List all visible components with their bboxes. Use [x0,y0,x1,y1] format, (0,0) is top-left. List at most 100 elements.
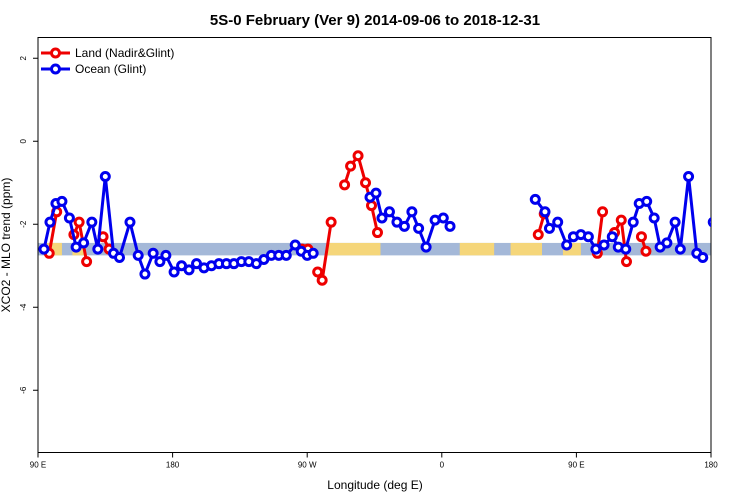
data-point [86,216,98,228]
data-point [590,243,602,255]
data-point [139,268,151,280]
data-point [669,216,681,228]
data-point [345,160,357,172]
data-point [444,220,456,232]
data-point [635,231,647,243]
series-line [713,222,750,274]
data-point [383,206,395,218]
data-point [683,171,695,183]
data-point [63,212,75,224]
data-point [289,239,301,251]
y-axis-label: XCO2 - MLO trend (ppm) [0,178,13,313]
x-tick-label: 90 W [298,461,317,470]
data-point [360,177,372,189]
data-point [114,251,126,263]
data-point [44,216,56,228]
data-point [183,264,195,276]
data-point [615,214,627,226]
data-point [92,243,104,255]
chart-title: 5S-0 February (Ver 9) 2014-09-06 to 2018… [210,12,540,29]
data-point [132,249,144,261]
data-point [56,195,68,207]
band-land [326,242,381,256]
data-point [339,179,351,191]
data-point [640,245,652,257]
data-point [154,256,166,268]
data-point [717,251,725,259]
x-tick-label: 180 [166,461,180,470]
legend-ocean-marker [50,63,61,75]
data-point [598,239,610,251]
data-point [73,216,85,228]
data-point [420,241,432,253]
data-point [78,237,90,249]
data-point [366,200,378,212]
data-point [38,243,50,255]
data-point [376,212,388,224]
data-point [582,231,594,243]
x-tick-label: 90 E [30,461,46,470]
data-point [124,216,136,228]
data-point [307,247,319,259]
data-point [529,193,541,205]
legend-land-label: Land (Nadir&Glint) [75,46,174,60]
y-tick-label: -2 [19,220,28,228]
data-point [99,171,111,183]
data-point [732,249,740,257]
y-tick-label: 2 [19,55,28,60]
data-point [739,258,747,266]
axis-ticks: 90 E 180 90 W 0 90 E 180 2 0 -2 -4 -6 [19,55,718,469]
data-point [707,217,711,228]
data-point [352,150,364,162]
data-point [147,247,159,259]
data-point [627,216,639,228]
data-point [648,212,660,224]
legend-land-marker [50,47,61,59]
legend-ocean-label: Ocean (Glint) [75,62,146,76]
data-point [371,227,383,239]
data-point [312,266,324,278]
x-tick-label: 90 E [568,461,584,470]
data-point [597,206,609,218]
data-point [398,220,410,232]
data-point [437,212,449,224]
band-land [510,242,543,256]
data-point [406,206,418,218]
data-point [532,229,544,241]
data-point [539,206,551,218]
data-point [641,195,653,207]
data-point [413,222,425,234]
data-point [620,243,632,255]
data-point [160,249,172,261]
y-tick-label: -4 [19,303,28,311]
data-point [370,187,382,199]
data-point [674,243,686,255]
data-point [81,256,93,268]
x-axis-label: Longitude (deg E) [327,478,422,492]
data-point [746,253,750,261]
data-point [661,237,673,249]
series-2 [707,217,750,278]
x-tick-label: 180 [704,461,718,470]
data-point [552,216,564,228]
data-point [724,270,732,278]
data-point [697,251,709,263]
y-tick-label: 0 [19,138,28,143]
y-tick-label: -6 [19,386,28,394]
data-point [621,256,633,268]
data-point [280,249,292,261]
series-line [47,211,59,254]
series [38,150,750,286]
data-point [325,216,337,228]
data-point [543,222,555,234]
plot-frame [37,37,712,453]
background-band [38,242,711,256]
x-tick-label: 0 [440,461,445,470]
band-land [459,242,495,256]
data-point [606,231,618,243]
legend: Land (Nadir&Glint) Ocean (Glint) [41,46,174,76]
series-1 [38,171,709,280]
data-point [316,274,328,286]
data-point [561,239,573,251]
